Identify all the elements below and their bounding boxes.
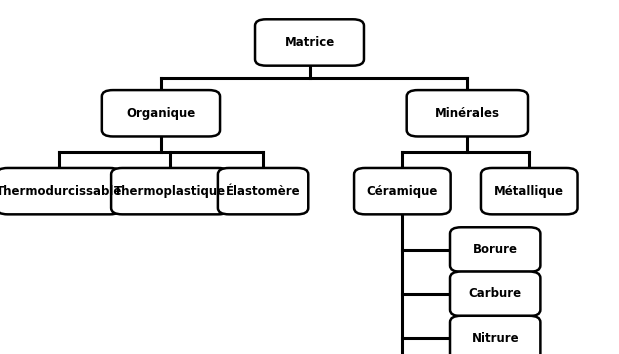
FancyBboxPatch shape: [481, 168, 578, 214]
FancyBboxPatch shape: [354, 168, 451, 214]
FancyBboxPatch shape: [407, 90, 528, 136]
Text: Matrice: Matrice: [284, 36, 335, 49]
FancyBboxPatch shape: [0, 168, 121, 214]
FancyBboxPatch shape: [450, 272, 540, 316]
FancyBboxPatch shape: [450, 227, 540, 272]
FancyBboxPatch shape: [111, 168, 230, 214]
Text: Céramique: Céramique: [366, 185, 438, 198]
FancyBboxPatch shape: [218, 168, 308, 214]
Text: Thermoplastique: Thermoplastique: [114, 185, 227, 198]
Text: Élastomère: Élastomère: [226, 185, 300, 198]
FancyBboxPatch shape: [255, 19, 364, 65]
Text: Organique: Organique: [126, 107, 196, 120]
FancyBboxPatch shape: [102, 90, 220, 136]
Text: Minérales: Minérales: [435, 107, 500, 120]
Text: Borure: Borure: [473, 243, 517, 256]
Text: Nitrure: Nitrure: [472, 332, 519, 344]
Text: Carbure: Carbure: [469, 287, 522, 300]
Text: Thermodurcissable: Thermodurcissable: [0, 185, 122, 198]
Text: Métallique: Métallique: [494, 185, 565, 198]
FancyBboxPatch shape: [450, 316, 540, 354]
